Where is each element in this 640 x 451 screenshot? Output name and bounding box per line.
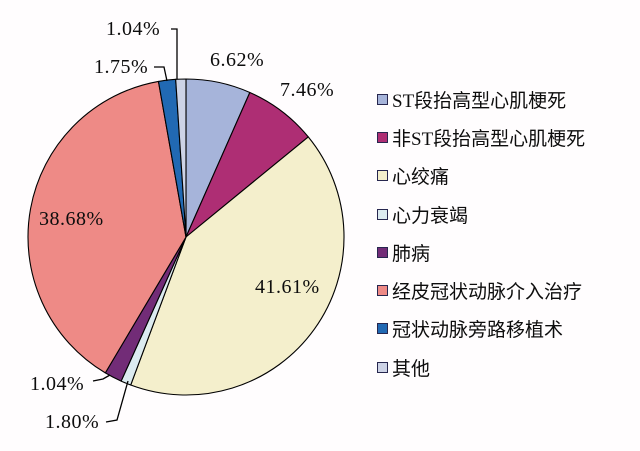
pie-slice-2 — [130, 136, 345, 396]
legend-label: 经皮冠状动脉介入治疗 — [392, 282, 583, 304]
legend-label: 冠状动脉旁路移植术 — [392, 320, 564, 342]
legend-color-swatch — [377, 208, 388, 220]
legend-item: 心绞痛 — [377, 157, 585, 195]
legend-label: 肺病 — [392, 243, 431, 265]
slice-percent-label-heart-failure: 1.04% — [30, 373, 85, 395]
slice-percent-label-other: 1.04% — [106, 18, 161, 40]
slice-percent-label-cabg: 1.75% — [94, 56, 149, 78]
legend-item: 其他 — [377, 348, 585, 386]
legend-item: ST段抬高型心肌梗死 — [377, 80, 585, 118]
legend-color-swatch — [377, 131, 388, 143]
legend-item: 心力衰竭 — [377, 195, 585, 233]
legend-color-swatch — [377, 170, 388, 182]
legend-label: 心力衰竭 — [392, 205, 469, 227]
slice-percent-label-pci: 38.68% — [39, 208, 104, 230]
legend: ST段抬高型心肌梗死 非ST段抬高型心肌梗死 心绞痛 心力衰竭 肺病 经皮冠状动… — [377, 80, 585, 386]
label-leader-line — [105, 380, 129, 423]
slice-percent-label-lung-disease: 1.80% — [45, 411, 100, 433]
legend-color-swatch — [377, 246, 388, 258]
legend-label: 其他 — [392, 358, 431, 380]
label-leader-line — [171, 28, 178, 79]
legend-item: 肺病 — [377, 233, 585, 271]
legend-color-swatch — [377, 93, 388, 105]
legend-label: 心绞痛 — [392, 167, 450, 189]
legend-color-swatch — [377, 361, 388, 373]
legend-label: ST段抬高型心肌梗死 — [392, 90, 567, 112]
pie-slice-7 — [175, 78, 187, 238]
legend-color-swatch — [377, 285, 388, 297]
slice-percent-label-stemi: 6.62% — [210, 49, 265, 71]
legend-item: 非ST段抬高型心肌梗死 — [377, 118, 585, 156]
legend-item: 经皮冠状动脉介入治疗 — [377, 271, 585, 309]
slice-percent-label-angina: 41.61% — [255, 276, 320, 298]
legend-label: 非ST段抬高型心肌梗死 — [392, 128, 586, 150]
slice-percent-label-nstemi: 7.46% — [280, 79, 335, 101]
label-leader-line — [154, 66, 168, 82]
label-leader-line — [92, 374, 111, 382]
legend-color-swatch — [377, 323, 388, 335]
legend-item: 冠状动脉旁路移植术 — [377, 310, 585, 348]
pie-slice-5 — [27, 80, 187, 374]
